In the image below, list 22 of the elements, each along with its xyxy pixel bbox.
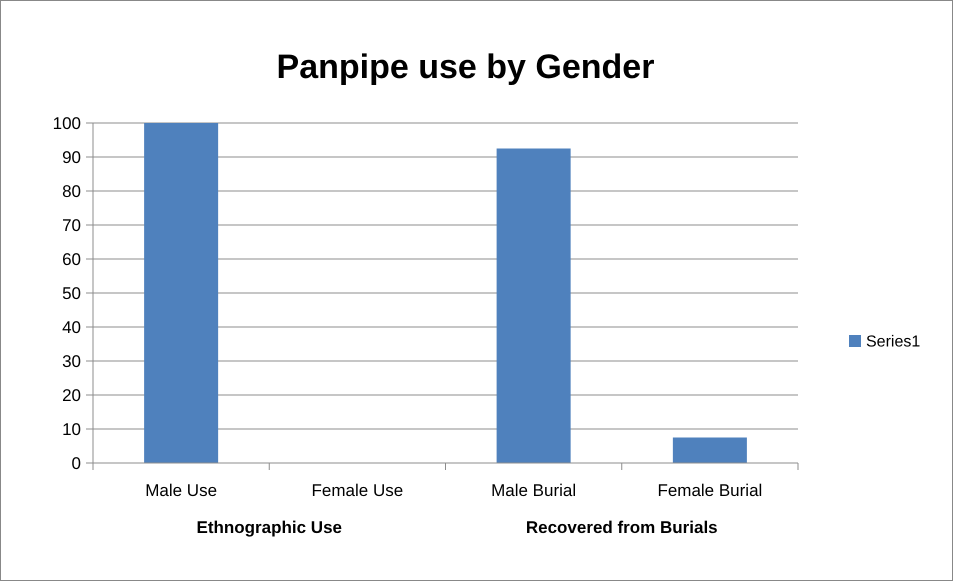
y-tick-label: 80: [62, 182, 81, 201]
x-tick-label: Male Use: [145, 481, 218, 500]
legend-label: Series1: [866, 334, 920, 351]
y-tick-label: 90: [62, 148, 81, 167]
y-tick-label: 40: [62, 318, 81, 337]
y-tick-label: 70: [62, 216, 81, 235]
text: Recovered from Burials: [526, 518, 718, 537]
x-tick-label: Female Burial: [657, 481, 762, 500]
x-tick-label: Female Use: [312, 481, 404, 500]
y-tick-label: 60: [62, 250, 81, 269]
text: Ethnographic Use: [196, 518, 342, 537]
y-tick-label: 0: [72, 454, 81, 473]
chart-title: Panpipe use by Gender: [276, 48, 654, 86]
bar: [672, 438, 747, 463]
bar: [144, 123, 218, 463]
y-tick-label: 50: [62, 284, 81, 303]
y-tick-label: 20: [62, 386, 81, 405]
y-tick-label: 100: [52, 114, 81, 133]
x-tick-label: Male Burial: [491, 481, 576, 500]
bar: [496, 148, 571, 463]
y-tick-label: 30: [62, 352, 81, 371]
y-tick-label: 10: [62, 420, 81, 439]
